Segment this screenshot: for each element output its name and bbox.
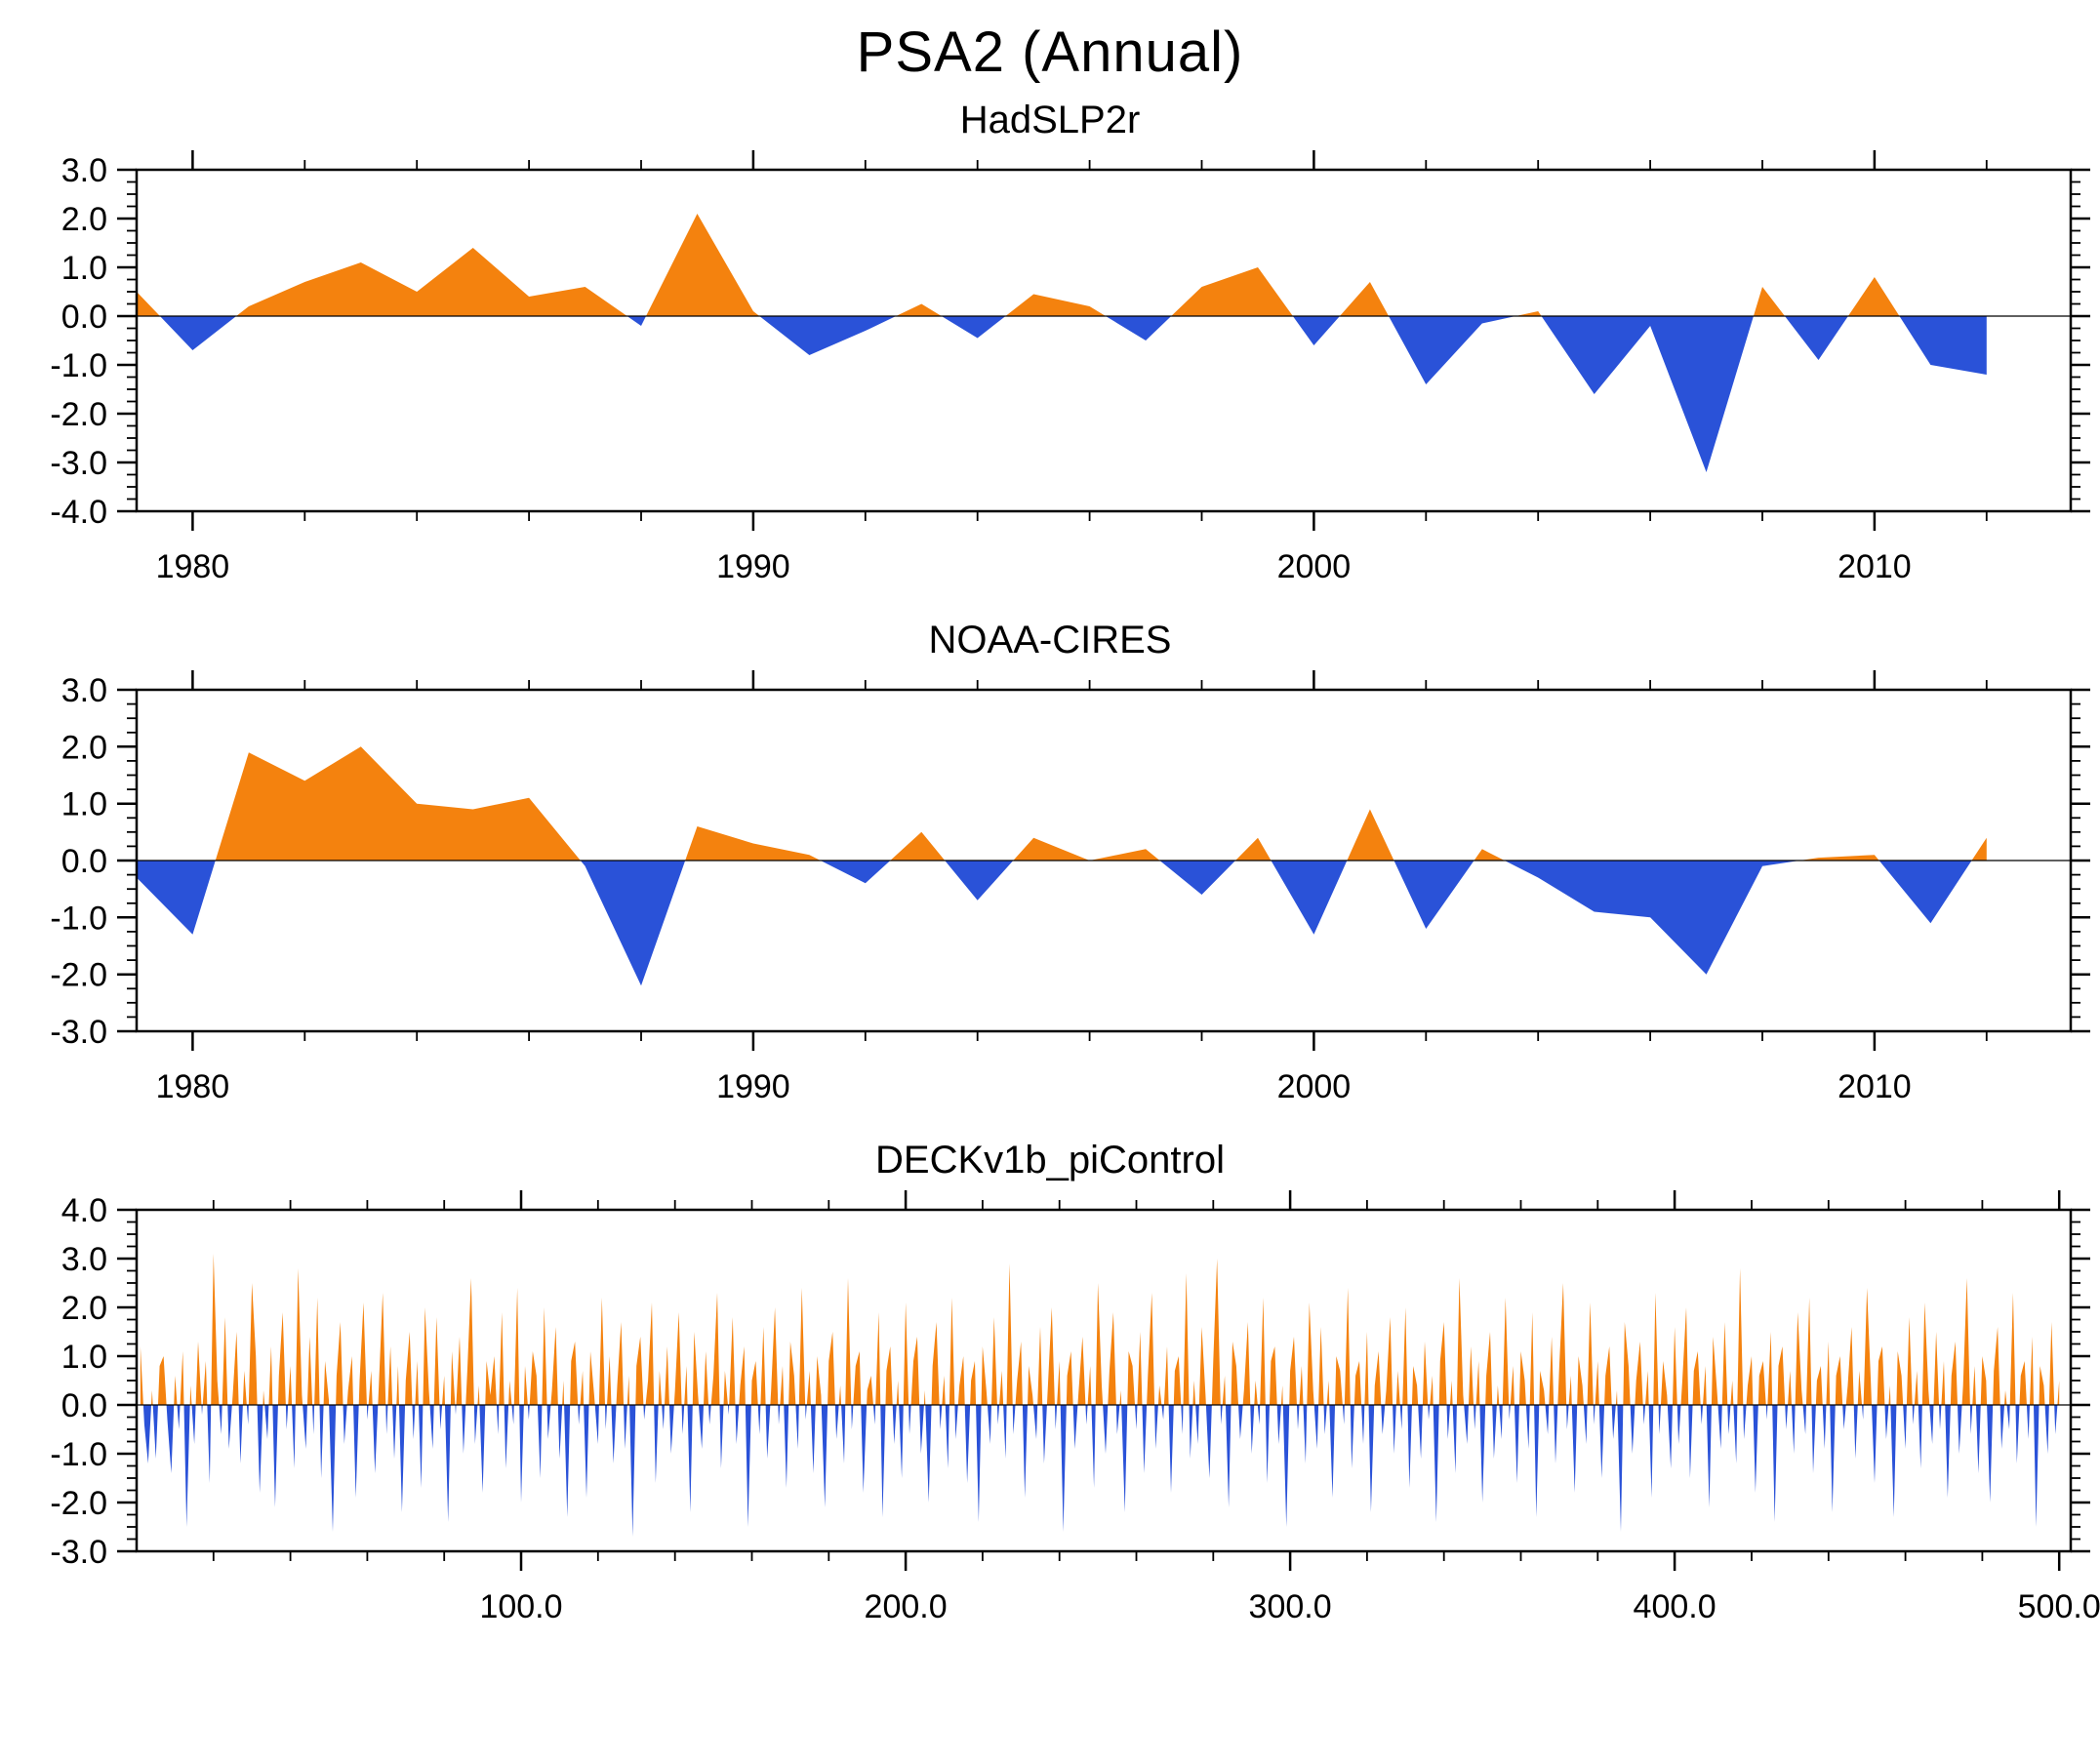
noaa-cires-chart: 3.0 2.0 1.0 0.0 -1.0 -2.0 -3.0 1980 1990 2000 2010 xyxy=(50,670,2090,1105)
page: { "title": "PSA2 (Annual)", "colors": { … xyxy=(0,20,2100,1645)
svg-text:-3.0: -3.0 xyxy=(50,1534,107,1571)
panel-hadslp2r: HadSLP2r 3.0 2.0 1.0 0.0 -1.0 -2.0 -3.0 -4.0 198… xyxy=(0,99,2100,605)
svg-text:-4.0: -4.0 xyxy=(50,494,107,531)
svg-text:2.0: 2.0 xyxy=(61,729,107,766)
svg-text:2.0: 2.0 xyxy=(61,1290,107,1327)
svg-text:4.0: 4.0 xyxy=(61,1192,107,1229)
svg-text:-2.0: -2.0 xyxy=(50,957,107,994)
svg-text:-3.0: -3.0 xyxy=(50,445,107,482)
svg-text:1980: 1980 xyxy=(156,548,230,585)
svg-text:1.0: 1.0 xyxy=(61,1339,107,1376)
svg-text:-3.0: -3.0 xyxy=(50,1014,107,1051)
svg-text:2000: 2000 xyxy=(1277,1068,1352,1105)
panel-hadslp2r-title: HadSLP2r xyxy=(959,99,1141,141)
deckv1b-picontrol-chart: 4.0 3.0 2.0 1.0 0.0 -1.0 -2.0 -3.0 100.0 200.0 300… xyxy=(50,1190,2100,1625)
svg-text:-1.0: -1.0 xyxy=(50,347,107,384)
svg-text:0.0: 0.0 xyxy=(61,1387,107,1424)
svg-text:3.0: 3.0 xyxy=(61,152,107,189)
svg-text:3.0: 3.0 xyxy=(61,672,107,709)
svg-text:1990: 1990 xyxy=(716,548,790,585)
svg-text:300.0: 300.0 xyxy=(1249,1588,1332,1625)
svg-text:-1.0: -1.0 xyxy=(50,900,107,937)
svg-text:3.0: 3.0 xyxy=(61,1241,107,1278)
svg-text:1990: 1990 xyxy=(716,1068,790,1105)
svg-text:400.0: 400.0 xyxy=(1634,1588,1716,1625)
svg-text:2010: 2010 xyxy=(1838,1068,1912,1105)
svg-text:-2.0: -2.0 xyxy=(50,1485,107,1522)
svg-text:0.0: 0.0 xyxy=(61,843,107,880)
panel-noaa-cires-title: NOAA-CIRES xyxy=(928,619,1172,661)
page-title: PSA2 (Annual) xyxy=(856,20,1244,84)
svg-text:-1.0: -1.0 xyxy=(50,1436,107,1473)
svg-text:2000: 2000 xyxy=(1277,548,1352,585)
svg-text:2010: 2010 xyxy=(1838,548,1912,585)
svg-text:100.0: 100.0 xyxy=(479,1588,562,1625)
svg-text:2.0: 2.0 xyxy=(61,201,107,238)
svg-text:1.0: 1.0 xyxy=(61,250,107,287)
panel-deckv1b-picontrol-title: DECKv1b_piControl xyxy=(875,1139,1225,1182)
svg-text:1980: 1980 xyxy=(156,1068,230,1105)
svg-text:500.0: 500.0 xyxy=(2018,1588,2100,1625)
svg-text:-2.0: -2.0 xyxy=(50,396,107,433)
panel-deckv1b-picontrol: DECKv1b_piControl 4.0 3.0 2.0 1.0 0.0 -1.0 -2.… xyxy=(0,1139,2100,1645)
hadslp2r-chart: 3.0 2.0 1.0 0.0 -1.0 -2.0 -3.0 -4.0 1980 1990 2000… xyxy=(50,150,2090,585)
svg-text:200.0: 200.0 xyxy=(865,1588,948,1625)
svg-text:0.0: 0.0 xyxy=(61,299,107,336)
figure: PSA2 (Annual) HadSLP2r 3.0 2.0 1.0 0.0 -1.0 -… xyxy=(0,20,2100,1645)
svg-text:1.0: 1.0 xyxy=(61,786,107,823)
panel-noaa-cires: NOAA-CIRES 3.0 2.0 1.0 0.0 -1.0 -2.0 -3.0 1980 1… xyxy=(0,619,2100,1125)
